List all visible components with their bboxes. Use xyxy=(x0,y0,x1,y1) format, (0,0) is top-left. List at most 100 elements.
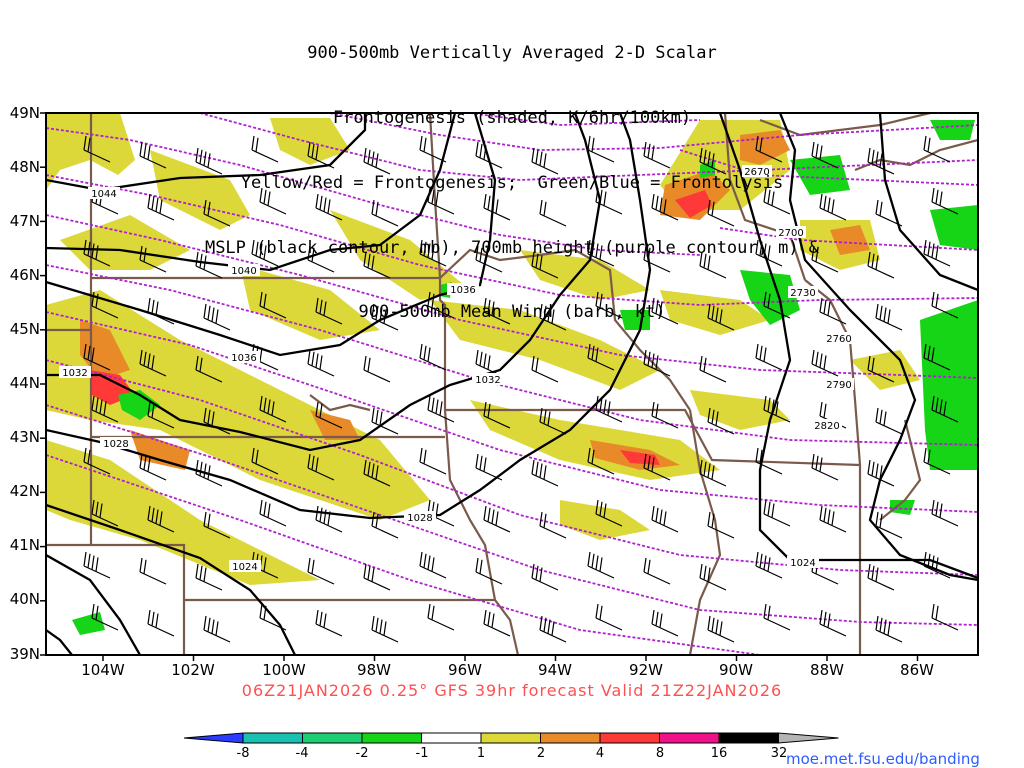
mslp-label: 1024 xyxy=(232,562,257,573)
mslp-label: 1044 xyxy=(91,189,116,200)
wind-barb xyxy=(83,343,111,371)
wind-barb xyxy=(475,245,503,273)
wind-barb xyxy=(875,303,903,331)
mslp-label-bg xyxy=(787,556,819,568)
credit-link[interactable]: moe.met.fsu.edu/banding xyxy=(786,750,980,768)
colorbar xyxy=(183,732,839,744)
wind-barb xyxy=(363,563,391,591)
wind-barb xyxy=(251,239,279,267)
lat-label: 42N xyxy=(9,482,40,500)
height-label: 2670 xyxy=(744,167,769,178)
wind-barb xyxy=(483,401,511,429)
wind-barb xyxy=(419,551,447,579)
lat-label: 46N xyxy=(9,266,40,284)
wind-barb xyxy=(419,239,447,267)
wind-barb xyxy=(203,407,231,435)
wind-barb xyxy=(587,343,615,371)
lon-label: 102W xyxy=(171,661,215,679)
wind-barb xyxy=(811,141,839,169)
colorbar-label: 16 xyxy=(710,746,728,761)
colorbar-label: 4 xyxy=(595,746,605,761)
shading-region xyxy=(46,440,320,585)
shading-region xyxy=(890,500,915,515)
wind-barb xyxy=(595,603,623,631)
wind-barb xyxy=(315,609,343,637)
mslp-contour xyxy=(46,554,141,655)
state-border xyxy=(879,419,922,521)
wind-barb xyxy=(91,395,119,423)
wind-barb xyxy=(371,199,399,227)
wind-barb xyxy=(875,615,903,643)
height-contour xyxy=(46,404,978,626)
mslp-contour xyxy=(778,113,978,582)
height-contour xyxy=(469,113,701,126)
colorbar-label: 1 xyxy=(476,746,486,761)
wind-barb xyxy=(811,349,839,377)
mslp-label: 1040 xyxy=(231,266,256,277)
wind-barb xyxy=(307,453,335,481)
wind-barb xyxy=(363,251,391,279)
wind-barb xyxy=(259,499,287,527)
colorbar-segment xyxy=(659,732,720,744)
wind-barb xyxy=(707,407,735,435)
colorbar-segment xyxy=(599,732,660,744)
wind-barb xyxy=(139,141,167,169)
shading-region xyxy=(150,150,250,230)
wind-barb xyxy=(531,459,559,487)
wind-barbs xyxy=(83,135,959,643)
lat-label: 39N xyxy=(9,645,40,663)
wind-barb xyxy=(363,355,391,383)
height-label-bg xyxy=(776,226,806,238)
wind-barb xyxy=(363,147,391,175)
wind-barb xyxy=(923,447,951,475)
wind-barb xyxy=(147,193,175,221)
wind-barb xyxy=(763,499,791,527)
wind-barb xyxy=(931,603,959,631)
wind-barb xyxy=(195,459,223,487)
colorbar-segment xyxy=(480,732,541,744)
state-border xyxy=(804,279,862,655)
wind-barb xyxy=(475,453,503,481)
wind-barb xyxy=(643,453,671,481)
wind-barb xyxy=(755,239,783,267)
wind-barb xyxy=(755,343,783,371)
wind-barb xyxy=(867,355,895,383)
state-border xyxy=(723,113,807,281)
colorbar-label: -8 xyxy=(236,746,250,761)
colorbar-label: -1 xyxy=(415,746,429,761)
mslp-contour xyxy=(46,629,73,655)
state-border xyxy=(445,408,861,467)
wind-barb xyxy=(595,291,623,319)
lat-label: 40N xyxy=(9,590,40,608)
lon-label: 90W xyxy=(719,661,753,679)
wind-barb xyxy=(371,303,399,331)
mslp-label-bg xyxy=(472,373,504,385)
wind-barb xyxy=(475,349,503,377)
mslp-label-bg xyxy=(88,187,120,199)
wind-barb xyxy=(203,303,231,331)
wind-barb xyxy=(819,505,847,533)
wind-barb xyxy=(483,297,511,325)
mslp-contour xyxy=(46,113,457,272)
state-border xyxy=(439,248,691,411)
lon-label: 98W xyxy=(357,661,391,679)
shading-region xyxy=(850,350,920,390)
state-border xyxy=(688,409,722,655)
height-contour xyxy=(46,311,978,513)
lat-label: 44N xyxy=(9,374,40,392)
state-border xyxy=(309,394,371,412)
height-label-bg xyxy=(742,165,772,177)
wind-barb xyxy=(91,499,119,527)
wind-barb xyxy=(531,147,559,175)
wind-barb xyxy=(203,511,231,539)
shading-region xyxy=(620,450,660,465)
mslp-label-bg xyxy=(229,560,261,572)
forecast-valid-time: 06Z21JAN2026 0.25° GFS 39hr forecast Val… xyxy=(241,681,783,700)
wind-barb xyxy=(643,245,671,273)
mslp-contour xyxy=(878,113,978,292)
wind-barb xyxy=(91,603,119,631)
wind-barb xyxy=(931,395,959,423)
map-title: 900-500mb Vertically Averaged 2-D Scalar… xyxy=(0,0,1024,346)
state-borders xyxy=(46,113,978,655)
wind-barb xyxy=(763,603,791,631)
